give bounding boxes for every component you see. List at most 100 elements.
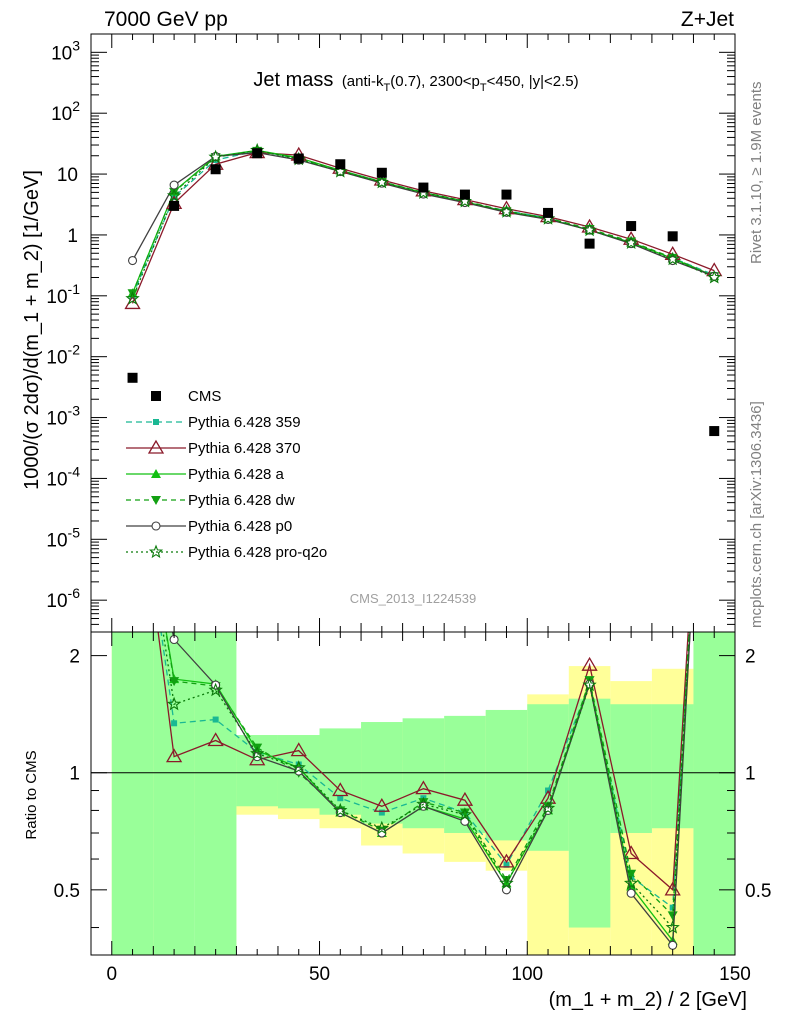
ratio-plot [157,632,691,950]
y-tick-label: 1 [67,226,78,247]
open-star-marker [208,682,223,697]
ratio-line [162,632,691,930]
legend-label: Pythia 6.428 359 [188,414,301,431]
inner-band-bin [693,632,735,955]
square-marker [212,716,219,723]
open-triangle-marker [332,782,349,797]
open-star-marker [148,544,164,559]
inner-band-bin [319,728,362,815]
ratio-tick-label-left: 2 [69,647,80,668]
down-triangle-marker [169,677,180,687]
header-process-label: Z+Jet [681,8,734,31]
open-star-marker [166,188,182,202]
square-marker [153,419,159,425]
ratio-axis-title: Ratio to CMS [23,750,40,839]
square-marker [337,795,344,802]
data-point [459,189,470,200]
open-star-marker [416,796,431,811]
legend-label: Pythia 6.428 pro-q2o [188,544,327,561]
square-marker [503,861,510,868]
data-point [252,148,263,159]
main-plot [124,142,723,437]
data-point [376,167,387,178]
ratio-line [157,632,689,892]
x-tick-label: 50 [309,964,330,985]
open-star-marker [582,677,597,692]
open-star-marker [623,235,639,250]
open-star-marker [540,800,556,815]
open-star-marker [499,875,514,890]
data-point [626,221,637,232]
down-triangle-marker [151,496,161,505]
data-point [169,200,180,211]
axes: 0 50 100 150 10-6 10-5 10-4 10-3 10-2 10-1 1 10 102 1… [46,33,771,985]
inner-band-bin [527,704,569,851]
legend-label: Pythia 6.428 a [188,466,285,483]
header-energy-label: 7000 GeV pp [104,8,228,31]
y-tick-label: 10-5 [46,524,80,551]
data-point [151,391,161,401]
main-frame [90,33,736,633]
triangle-marker [151,469,161,478]
legend-label: Pythia 6.428 p0 [188,518,292,535]
open-circle-marker [501,207,512,217]
y-tick-label: 10 [57,165,78,186]
inner-band-bin [194,632,237,955]
data-point [418,182,429,193]
open-star-marker [208,149,223,164]
data-point [293,153,304,164]
data-point [127,372,138,383]
open-triangle-marker [147,439,165,454]
inner-band-bin [111,632,154,955]
open-circle-marker [127,255,138,266]
y-tick-label: 102 [51,98,80,125]
open-star-marker [374,820,389,835]
open-circle-marker [151,521,161,531]
legend-label: Pythia 6.428 370 [188,440,301,457]
open-star-marker [707,270,722,284]
square-marker [378,809,385,816]
data-point [709,426,720,437]
x-axis-title: (m_1 + m_2) / 2 [GeV] [549,989,747,1011]
open-star-marker [374,174,389,189]
open-star-marker [665,251,680,266]
data-point [501,189,512,200]
data-point [584,238,595,249]
inner-band-bin [568,698,611,928]
open-triangle-marker [207,732,224,747]
down-triangle-marker [169,187,180,197]
open-star-marker [166,696,182,711]
rivet-version-label: Rivet 3.1.10, ≥ 1.9M events [748,82,765,265]
open-triangle-marker [373,797,390,812]
open-star-marker [499,204,514,218]
open-star-marker [250,746,265,760]
analysis-watermark: CMS_2013_I1224539 [350,591,477,606]
inner-band-bin [485,709,528,841]
data-point [335,159,346,170]
open-circle-marker [626,239,636,249]
x-tick-label: 150 [719,964,751,985]
data-point [667,231,678,242]
open-triangle-marker [622,845,640,860]
open-circle-marker [169,180,179,190]
open-star-marker [125,291,140,305]
ratio-tick-label-right: 1 [745,764,756,785]
legend-label: CMS [188,388,221,405]
open-star-marker [333,163,348,178]
ratio-tick-label-left: 0.5 [54,881,80,902]
inner-band-bin [651,704,694,829]
y-tick-label: 10-1 [46,281,80,308]
open-circle-marker [626,888,636,898]
open-triangle-marker [165,748,183,763]
x-tick-label: 100 [511,964,543,985]
legend-label: Pythia 6.428 dw [188,492,295,509]
y-tick-label: 10-3 [46,403,80,430]
y-tick-label: 10-4 [46,463,80,490]
plot-title: Jet mass (anti-kT(0.7), 2300<pT<450, |y|… [253,69,578,94]
open-triangle-marker [290,742,307,757]
open-circle-marker [377,178,387,188]
down-triangle-marker [459,808,470,818]
data-point [210,164,221,175]
mcplots-label: mcplots.cern.ch [arXiv:1306.3436] [748,401,765,628]
y-axis-title: 1000/(σ 2dσ)/d(m_1 + m_2) [1/GeV] [21,170,43,490]
